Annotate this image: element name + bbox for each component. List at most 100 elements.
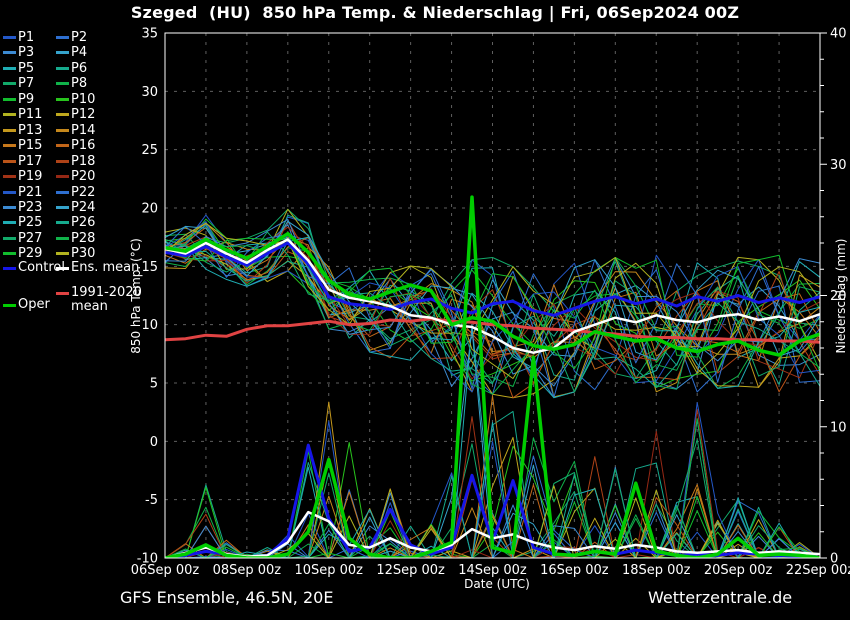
legend-color-swatch — [56, 292, 69, 295]
legend-item-label: P15 — [18, 138, 43, 154]
legend-color-swatch — [56, 36, 69, 39]
y-left-tick-label: 20 — [141, 202, 158, 217]
legend-item-label: P1 — [18, 30, 35, 45]
ensemble-legend: P1 P2 P3 P4 P5 P6 P7 P8 P9 P10 P11 P12 P13 P14 P15 P16 P… — [0, 0, 165, 560]
climate-mean-line — [165, 317, 820, 344]
legend-color-swatch — [3, 304, 16, 307]
legend-color-swatch — [3, 190, 16, 194]
legend-item-label: P28 — [71, 230, 96, 246]
y-left-tick-label: 15 — [141, 260, 158, 275]
member-precip-line — [165, 450, 820, 558]
legend-item-label: 1991-2020 mean — [71, 285, 142, 314]
legend-item-label: P23 — [18, 199, 43, 215]
y-axis-right-title: Niederschlag (mm) — [834, 238, 848, 354]
legend-color-swatch — [56, 51, 69, 55]
legend-color-swatch — [3, 159, 16, 163]
legend-item-label: P9 — [18, 91, 35, 107]
legend-item-label: Control — [18, 260, 65, 275]
legend-color-swatch — [56, 159, 69, 163]
legend-color-swatch — [3, 236, 16, 240]
y-right-tick-label: 10 — [830, 420, 847, 435]
member-precip-line — [165, 395, 820, 558]
y-left-tick-label: -10 — [137, 552, 158, 567]
legend-item-label: P29 — [18, 246, 43, 262]
x-tick-label: 14Sep 00z — [458, 563, 527, 578]
legend-item-label: P7 — [18, 76, 35, 92]
plot-series — [165, 195, 820, 558]
legend-color-swatch — [56, 82, 69, 86]
legend-color-swatch — [3, 221, 16, 225]
y-left-tick-label: 30 — [141, 85, 158, 100]
y-left-tick-label: 0 — [150, 435, 158, 450]
legend-item-label: P20 — [71, 169, 96, 185]
legend-item-label: P21 — [18, 184, 43, 200]
legend-item-label: P6 — [71, 60, 88, 76]
legend-item-label: P14 — [71, 122, 96, 138]
legend-color-swatch — [56, 144, 69, 148]
legend-color-swatch — [56, 113, 69, 117]
plot-frame — [164, 32, 827, 559]
member-precip-line — [165, 484, 820, 558]
x-tick-label: 10Sep 00z — [294, 563, 363, 578]
legend-color-swatch — [3, 82, 16, 86]
legend-color-swatch — [3, 175, 16, 179]
x-tick-label: 16Sep 00z — [540, 563, 609, 578]
member-precip-line — [165, 418, 820, 558]
legend-item-label: P16 — [71, 138, 96, 154]
legend-color-swatch — [3, 128, 16, 132]
legend-color-swatch — [3, 66, 16, 70]
legend-item-label: P30 — [71, 246, 96, 262]
y-left-tick-label: -5 — [145, 493, 158, 508]
member-precip-line — [165, 408, 820, 558]
page-title: Szeged (HU) 850 hPa Temp. & Niederschlag… — [130, 3, 740, 22]
y-right-tick-label: 40 — [830, 27, 847, 42]
legend-color-swatch — [56, 190, 69, 194]
x-tick-label: 08Sep 00z — [213, 563, 282, 578]
member-temp-line — [165, 226, 820, 379]
x-tick-label: 06Sep 00z — [131, 563, 200, 578]
legend-item-label: P5 — [18, 60, 35, 76]
y-axis-left-title: 850 hPa Temp. (°C) — [129, 238, 143, 354]
legend-color-swatch — [3, 252, 16, 256]
legend-color-swatch — [3, 97, 16, 101]
legend-item-label: P2 — [71, 30, 88, 45]
oper-temp-line — [165, 231, 820, 357]
x-tick-label: 20Sep 00z — [704, 563, 773, 578]
y-left-tick-label: 10 — [141, 318, 158, 333]
legend-color-swatch — [56, 66, 69, 70]
legend-color-swatch — [3, 51, 16, 55]
member-temp-line — [165, 236, 820, 399]
legend-color-swatch — [3, 36, 16, 39]
x-tick-label: 18Sep 00z — [622, 563, 691, 578]
member-temp-line — [165, 240, 820, 388]
x-tick-label: 22Sep 00z — [786, 563, 850, 578]
legend-item-label: P18 — [71, 153, 96, 169]
legend-item-label: P12 — [71, 107, 96, 123]
legend-item-label: P26 — [71, 215, 96, 231]
y-right-tick-label: 20 — [830, 289, 847, 304]
legend-color-swatch — [3, 144, 16, 148]
legend-item-label: Ens. mean — [71, 260, 140, 275]
legend-item-label: P25 — [18, 215, 43, 231]
y-left-tick-label: 35 — [141, 27, 158, 42]
legend-item-label: P24 — [71, 199, 96, 215]
control-temp-line — [165, 241, 820, 317]
legend-item-label: P4 — [71, 45, 88, 61]
member-temp-line — [165, 218, 820, 387]
legend-item-label: P13 — [18, 122, 43, 138]
legend-color-swatch — [56, 252, 69, 256]
legend-item-label: P19 — [18, 169, 43, 185]
y-right-tick-label: 30 — [830, 158, 847, 173]
legend-item-label: P10 — [71, 91, 96, 107]
legend-color-swatch — [3, 205, 16, 209]
y-right-tick-label: 0 — [830, 552, 838, 567]
legend-color-swatch — [3, 267, 16, 270]
legend-item-label: P17 — [18, 153, 43, 169]
legend-color-swatch — [56, 175, 69, 179]
ensemble-mean-temp-line — [165, 238, 820, 354]
legend-color-swatch — [56, 267, 69, 270]
legend-item-label: P3 — [18, 45, 35, 61]
member-precip-line — [165, 472, 820, 558]
legend-item-label: P8 — [71, 76, 88, 92]
